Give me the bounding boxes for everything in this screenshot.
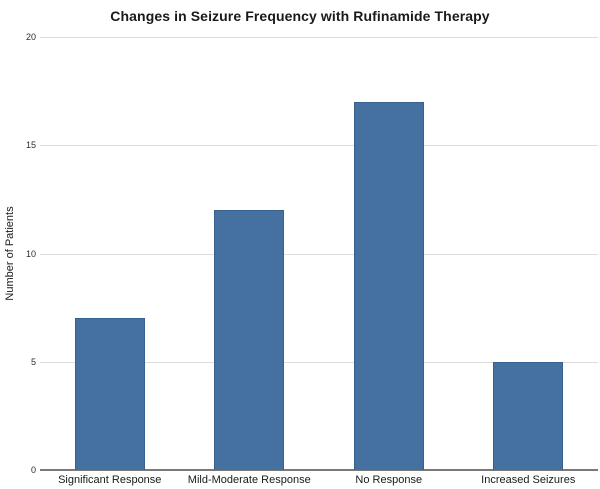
x-axis-line xyxy=(40,469,598,471)
gridline-y-20 xyxy=(40,37,598,38)
gridline-y-10 xyxy=(40,253,598,255)
x-category-label-no-response: No Response xyxy=(355,474,423,486)
gridline-y-15 xyxy=(40,145,598,147)
bar-increased-seizures xyxy=(493,361,564,470)
y-tick-label-0: 0 xyxy=(30,465,36,475)
x-category-label-mild-moderate-response: Mild-Moderate Response xyxy=(187,474,311,486)
gridline-y-5 xyxy=(40,361,598,363)
plot-area xyxy=(40,37,598,471)
bar-significant-response xyxy=(74,318,145,470)
bar-no-response xyxy=(353,101,424,470)
y-tick-label-5: 5 xyxy=(30,356,36,367)
x-category-label-significant-response: Significant Response xyxy=(58,474,162,486)
bar-mild-moderate-response xyxy=(214,210,285,470)
y-tick-label-20: 20 xyxy=(25,32,36,42)
y-tick-label-10: 10 xyxy=(25,248,36,259)
x-category-label-increased-seizures: Increased Seizures xyxy=(481,474,576,486)
y-tick-label-15: 15 xyxy=(25,140,36,151)
chart-title: Changes in Seizure Frequency with Rufina… xyxy=(110,8,490,24)
